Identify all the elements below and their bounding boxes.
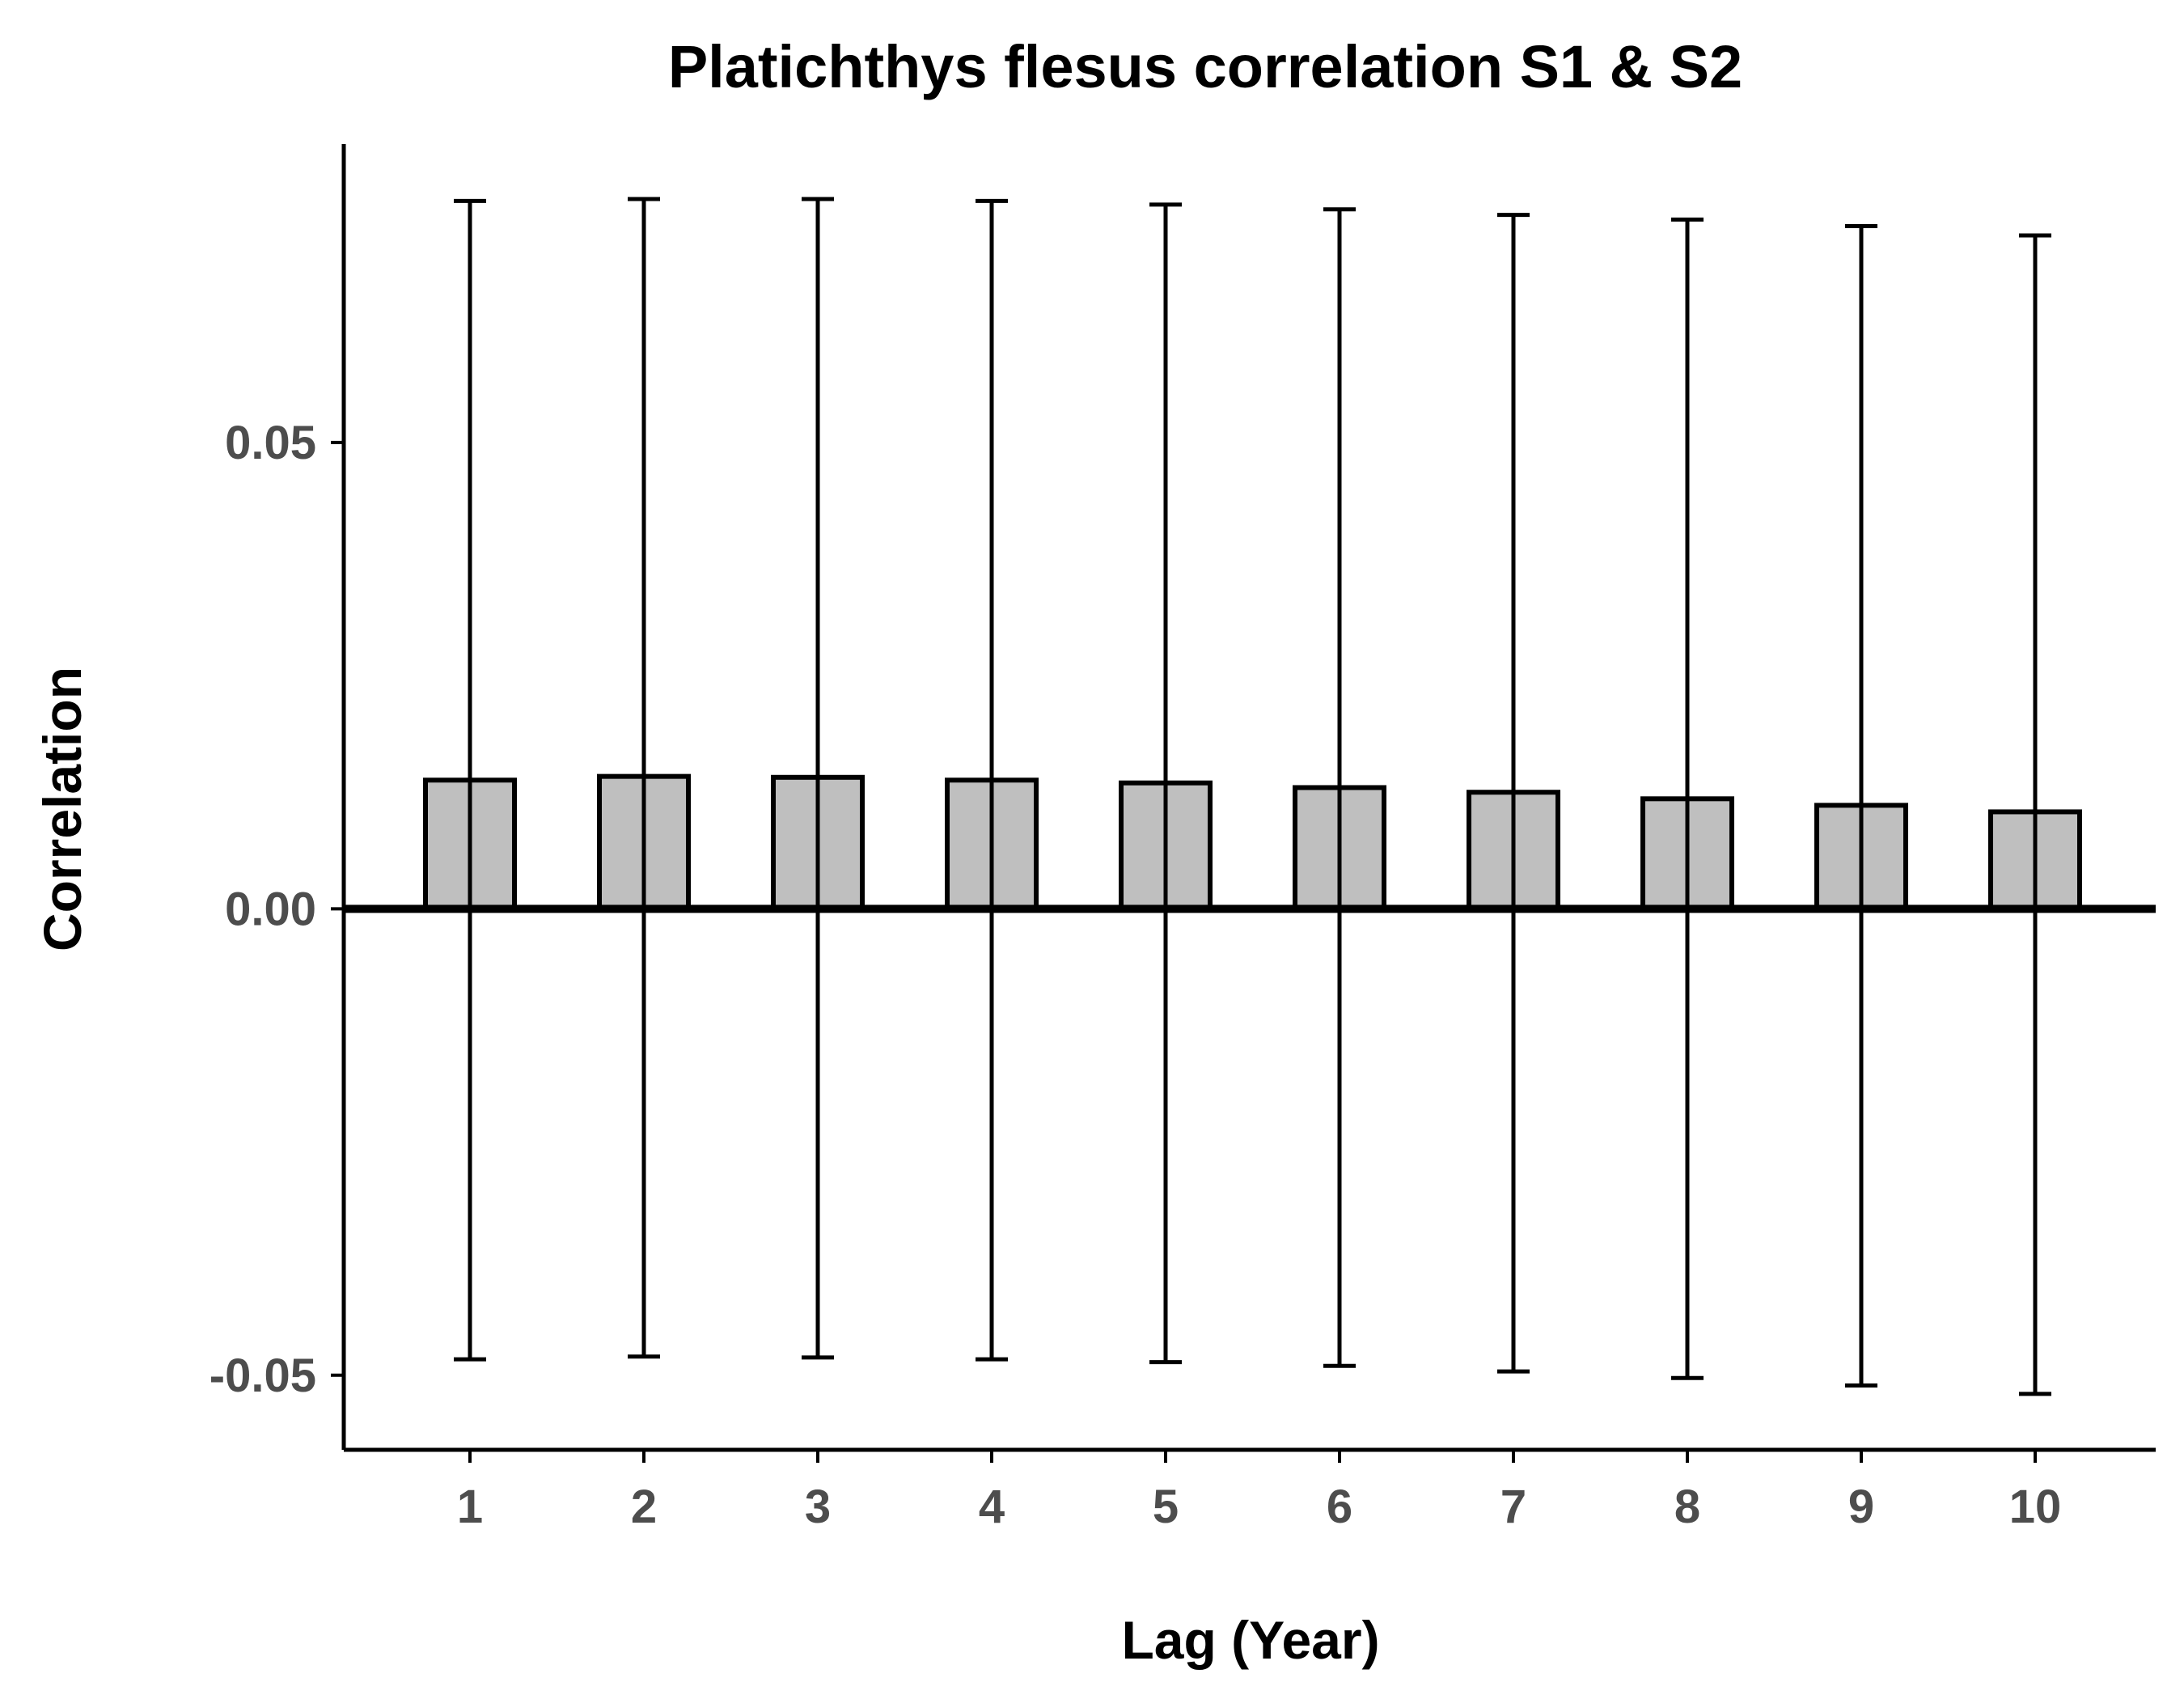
error-bar-lag-3: [802, 197, 834, 1360]
error-bars-layer: [454, 197, 2051, 1396]
x-tick-label: 1: [457, 1481, 483, 1533]
error-bar-lag-7: [1497, 213, 1530, 1374]
x-tick-label: 5: [1153, 1481, 1179, 1533]
error-bar-lag-4: [976, 198, 1008, 1362]
x-tick-label: 10: [2009, 1481, 2062, 1533]
error-bar-lag-6: [1323, 207, 1356, 1368]
y-tick-label: 0.00: [225, 883, 316, 935]
y-tick-label: 0.05: [225, 417, 316, 469]
x-tick-label: 2: [631, 1481, 657, 1533]
x-tick-label: 9: [1848, 1481, 1874, 1533]
y-tick-label: -0.05: [210, 1349, 316, 1402]
chart-title: Platichthys flesus correlation S1 & S2: [668, 33, 1742, 100]
x-tick-label: 4: [979, 1481, 1005, 1533]
x-tick-label: 3: [805, 1481, 831, 1533]
bars-layer: [423, 773, 2082, 912]
axes-layer: -0.05 0.00 0.05 1 2 3 4 5 6 7 8 9 10: [210, 144, 2156, 1533]
x-tick-label: 8: [1674, 1481, 1700, 1533]
x-tick-label: 7: [1500, 1481, 1526, 1533]
error-bar-lag-10: [2019, 233, 2051, 1396]
error-bar-lag-8: [1671, 217, 1704, 1380]
x-axis-title: Lag (Year): [1121, 1610, 1379, 1670]
y-axis-title: Correlation: [32, 667, 92, 951]
error-bar-lag-1: [454, 198, 486, 1362]
error-bar-lag-5: [1149, 202, 1182, 1365]
error-bar-lag-9: [1845, 223, 1877, 1388]
x-tick-label: 6: [1327, 1481, 1352, 1533]
error-bar-lag-2: [628, 197, 660, 1359]
